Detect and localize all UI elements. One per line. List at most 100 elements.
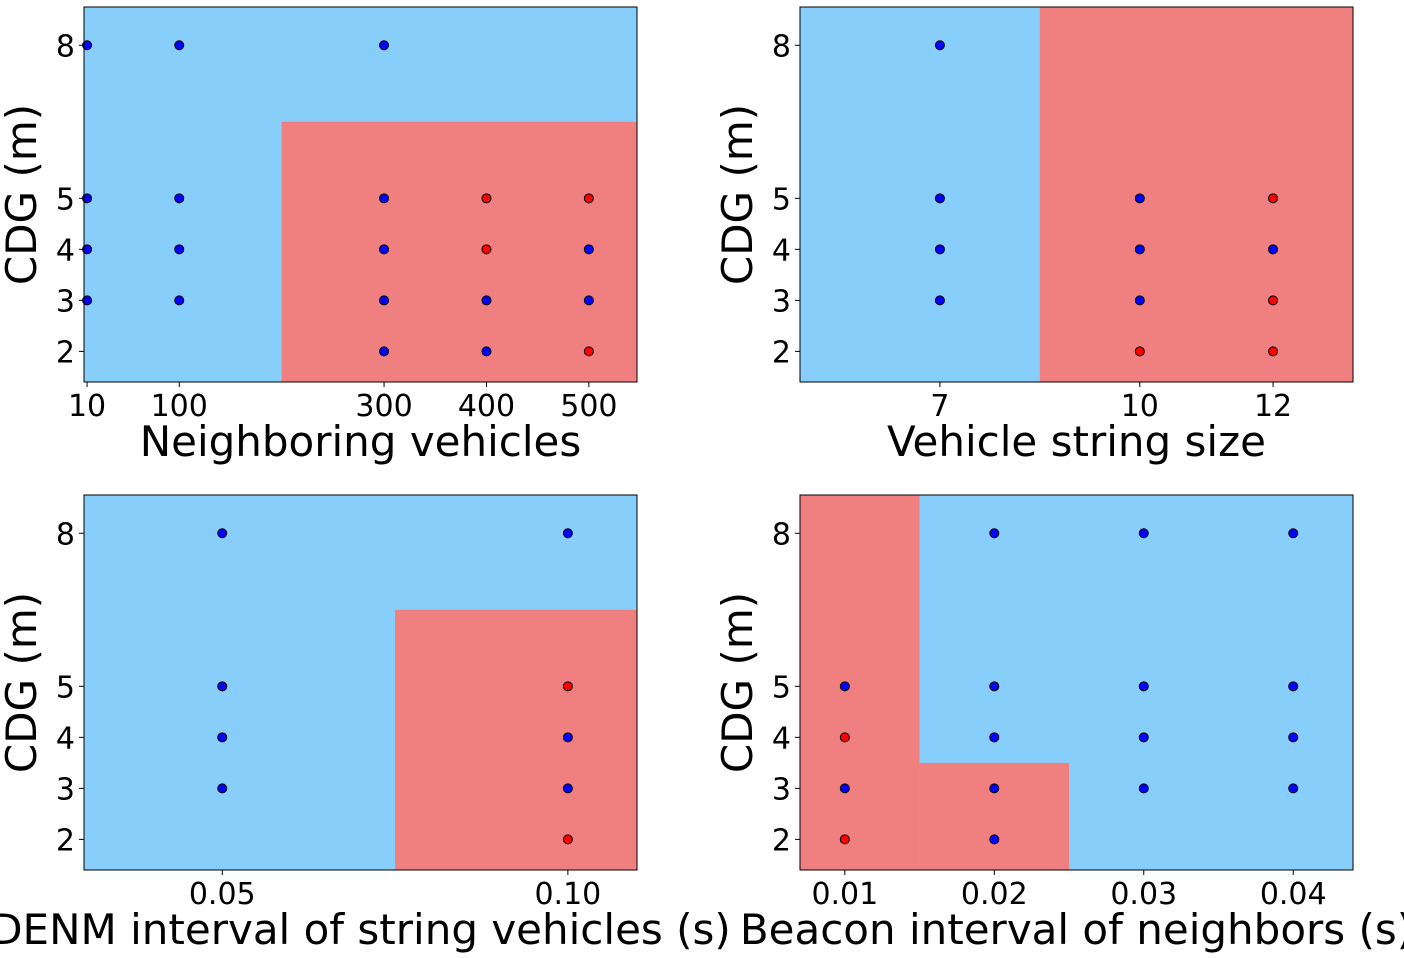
x-tick-label: 0.05 [189,877,256,912]
data-point-blue [1134,193,1145,204]
y-tick-label: 5 [56,182,75,217]
data-point-blue [1268,244,1279,255]
subplot-4: 0.01 0.02 0.03 0.04 2 3 4 5 8 Beacon interval of … [713,494,1404,954]
y-tick-label: 5 [772,670,791,705]
region-red-3 [919,762,1070,870]
data-point-blue [217,528,228,539]
data-point-blue [1134,244,1145,255]
y-tick-label: 8 [56,517,75,552]
data-point-blue [1288,528,1299,539]
data-point-blue [934,244,945,255]
data-point-blue [1138,732,1149,743]
data-point-blue [1138,528,1149,539]
y-tick-label: 3 [56,772,75,807]
data-point-blue [1288,681,1299,692]
data-point-blue [934,193,945,204]
data-point-blue [562,732,573,743]
x-tick-label: 0.03 [1110,877,1177,912]
data-point-blue [174,40,185,51]
x-tick-label: 0.01 [811,877,878,912]
y-tick-label: 8 [772,29,791,64]
data-point-blue [379,244,390,255]
data-point-blue [562,528,573,539]
y-axis-label: CDG (m) [713,104,762,285]
data-point-blue [217,783,228,794]
data-point-blue [379,295,390,306]
x-tick-label: 10 [68,389,106,424]
data-point-blue [379,193,390,204]
data-point-red [1268,295,1279,306]
y-tick-label: 3 [56,284,75,319]
x-tick-label: 0.10 [534,877,601,912]
y-tick-label: 8 [56,29,75,64]
data-point-blue [583,244,594,255]
y-tick-label: 3 [772,772,791,807]
data-point-blue [1138,681,1149,692]
data-point-blue [839,681,850,692]
axes-frame [83,6,638,383]
data-point-red [562,681,573,692]
x-tick-label: 7 [930,389,949,424]
subplot-2: 7 10 12 2 3 4 5 8 Vehicle string size CDG (m) [713,6,1354,466]
x-tick-label: 400 [458,389,515,424]
data-point-blue [1288,783,1299,794]
data-point-red [1134,346,1145,357]
data-point-blue [1134,295,1145,306]
x-tick-label: 12 [1254,389,1292,424]
y-tick-label: 2 [56,335,75,370]
data-point-red [481,244,492,255]
region-red-2 [395,609,637,870]
x-axis-label: DENM interval of string vehicles (s) [0,905,731,954]
data-point-blue [934,40,945,51]
data-point-blue [989,834,1000,845]
axes-frame [83,494,638,871]
x-tick-label: 0.02 [961,877,1028,912]
data-point-blue [989,732,1000,743]
data-point-blue [989,783,1000,794]
y-axis-label: CDG (m) [713,592,762,773]
data-point-red [583,193,594,204]
x-tick-label: 500 [560,389,617,424]
y-tick-label: 2 [56,823,75,858]
x-axis-label: Vehicle string size [887,417,1266,466]
y-axis-label: CDG (m) [0,592,46,773]
y-tick-label: 4 [772,233,791,268]
y-tick-label: 5 [772,182,791,217]
y-tick-label: 2 [772,823,791,858]
data-point-blue [481,295,492,306]
y-tick-label: 8 [772,517,791,552]
data-point-blue [562,783,573,794]
data-point-blue [217,681,228,692]
x-tick-label: 300 [355,389,412,424]
y-axis-label: CDG (m) [0,104,46,285]
data-point-red [839,834,850,845]
subplot-3: 0.05 0.10 2 3 4 5 8 DENM interval of string veh… [0,494,731,954]
data-point-blue [839,783,850,794]
axes-frame [799,494,1354,871]
data-point-blue [481,346,492,357]
data-point-blue [217,732,228,743]
data-point-blue [1138,783,1149,794]
x-tick-label: 0.04 [1260,877,1327,912]
data-point-red [562,834,573,845]
data-point-red [481,193,492,204]
subplot-1: 10 100 300 400 500 2 3 4 5 8 Neighboring vehicles C… [0,6,638,466]
data-point-blue [174,193,185,204]
x-axis-label: Neighboring vehicles [140,417,582,466]
y-tick-label: 4 [56,233,75,268]
data-point-blue [583,295,594,306]
x-tick-label: 100 [151,389,208,424]
data-point-red [1268,193,1279,204]
x-axis-label: Beacon interval of neighbors (s) [740,905,1404,954]
region-red-2 [1039,7,1353,382]
data-point-red [839,732,850,743]
region-red-2 [800,495,920,870]
region-red-2 [281,121,637,382]
axes-frame [799,6,1354,383]
data-point-red [583,346,594,357]
data-point-blue [989,681,1000,692]
y-tick-label: 2 [772,335,791,370]
data-point-blue [379,40,390,51]
x-tick-label: 10 [1121,389,1159,424]
